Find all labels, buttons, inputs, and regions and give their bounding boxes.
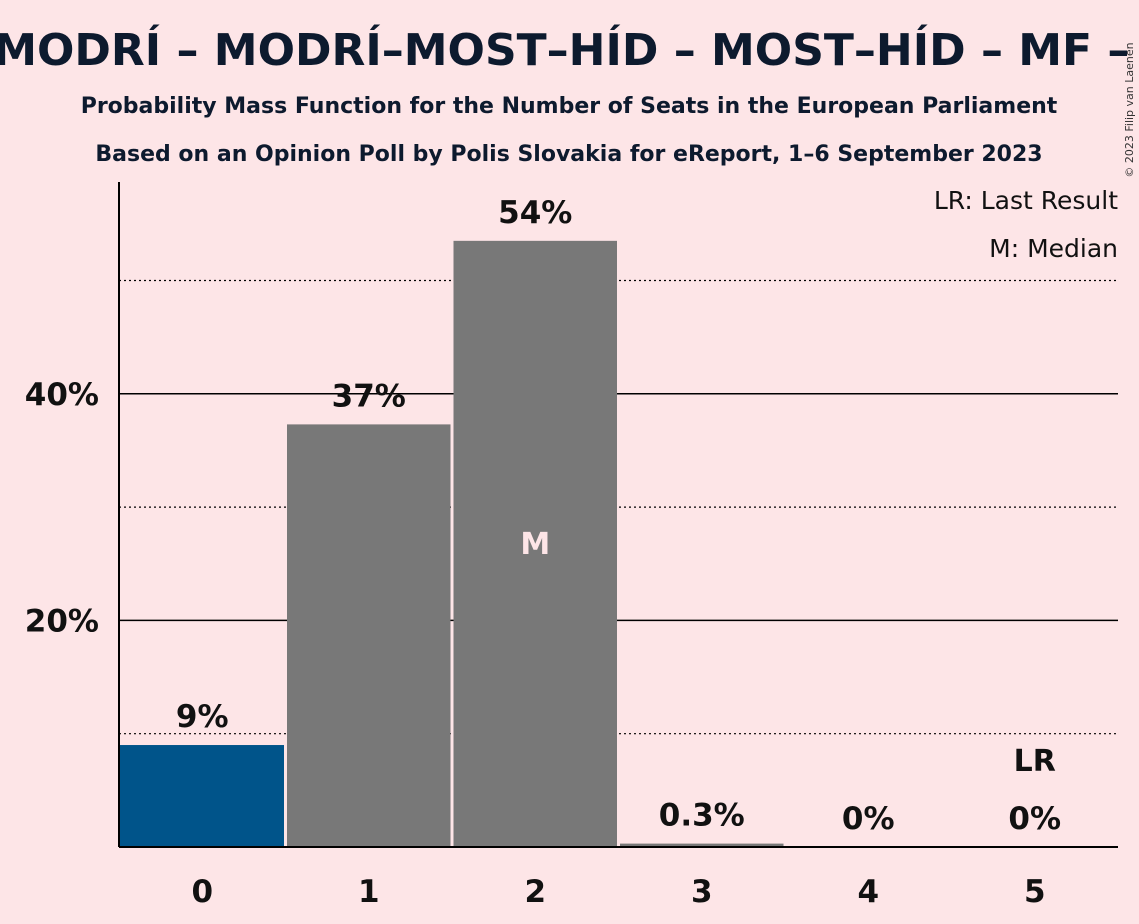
chart-title: – MODRÍ – MODRÍ–MOST–HÍD – MOST–HÍD – MF…	[0, 23, 1139, 76]
bar	[620, 843, 784, 847]
legend-median: M: Median	[989, 234, 1118, 263]
data-labels: 9% 37% 54% M 0.3% 0% 0% LR	[176, 195, 1061, 837]
bar-value-label: 9%	[176, 699, 229, 735]
median-marker: M	[520, 527, 550, 562]
bar-value-label: 54%	[498, 195, 572, 231]
y-axis-ticks: 20% 40%	[25, 377, 99, 640]
y-tick-label: 20%	[25, 603, 99, 639]
legend-last-result: LR: Last Result	[934, 186, 1118, 215]
bar	[119, 745, 284, 847]
x-tick-label: 4	[857, 874, 879, 910]
x-axis-ticks: 0 1 2 3 4 5	[191, 874, 1045, 910]
chart-subtitle-2: Based on an Opinion Poll by Polis Slovak…	[95, 142, 1042, 167]
x-tick-label: 2	[524, 874, 546, 910]
bar-value-label: 0%	[1008, 801, 1061, 837]
x-tick-label: 0	[191, 874, 213, 910]
bar-value-label: 37%	[332, 378, 406, 414]
bar-value-label: 0%	[842, 801, 895, 837]
last-result-marker: LR	[1014, 744, 1056, 779]
chart-subtitle-1: Probability Mass Function for the Number…	[81, 94, 1058, 119]
y-tick-label: 40%	[25, 377, 99, 413]
bar	[287, 424, 451, 847]
bars	[119, 240, 784, 848]
x-tick-label: 1	[358, 874, 380, 910]
x-tick-label: 3	[691, 874, 713, 910]
x-tick-label: 5	[1024, 874, 1046, 910]
bar-value-label: 0.3%	[659, 798, 745, 834]
copyright-notice: © 2023 Filip van Laenen	[1123, 42, 1136, 177]
bar	[453, 240, 617, 848]
gridlines	[119, 279, 1118, 735]
